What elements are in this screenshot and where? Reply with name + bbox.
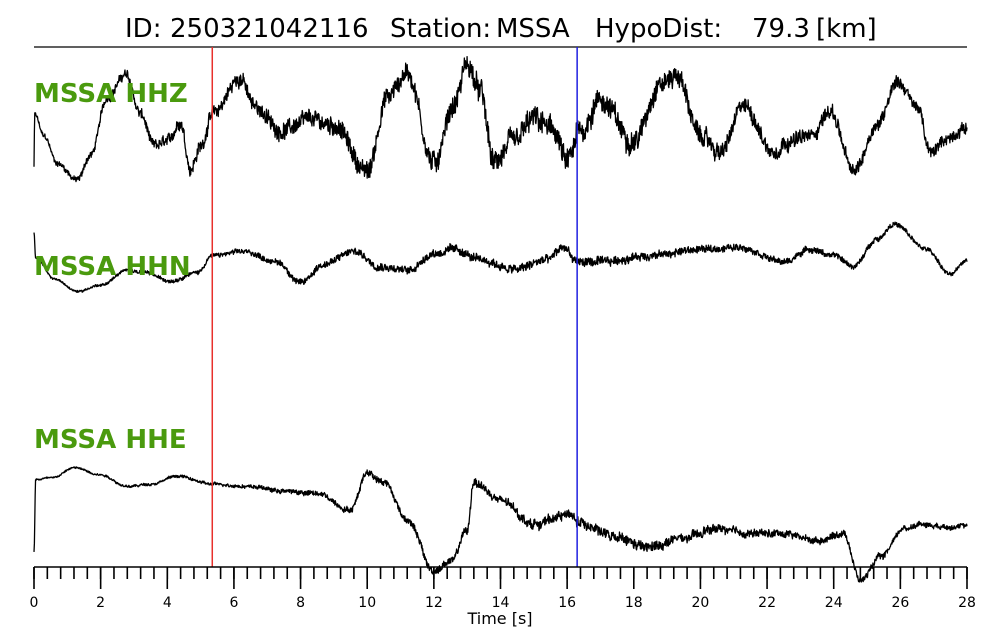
traces [33, 55, 968, 583]
x-tick-label: 28 [958, 595, 976, 611]
id-value: 250321042116 [170, 14, 369, 44]
x-tick-label: 18 [625, 595, 643, 611]
trace-label-hhz: MSSA HHZ [34, 79, 188, 109]
x-tick-label: 4 [163, 595, 172, 611]
x-tick-label: 26 [891, 595, 909, 611]
trace-line-mssa-hhn [33, 221, 968, 294]
x-tick-label: 24 [825, 595, 843, 611]
station-label: Station: [390, 14, 491, 44]
trace-label-hhe: MSSA HHE [34, 425, 187, 455]
x-tick-label: 8 [296, 595, 305, 611]
x-tick-label: 22 [758, 595, 776, 611]
x-tick-label: 0 [30, 595, 39, 611]
x-tick-label: 6 [229, 595, 238, 611]
trace-labels: MSSA HHZ MSSA HHN MSSA HHE [34, 79, 191, 455]
station-value: MSSA [496, 14, 570, 44]
x-tick-label: 10 [358, 595, 376, 611]
hypodist-unit: [km] [816, 14, 877, 44]
x-tick-label: 16 [558, 595, 576, 611]
x-tick-label: 20 [692, 595, 710, 611]
id-label: ID: [125, 14, 161, 44]
hypodist-label: HypoDist: [595, 14, 722, 44]
x-axis-label: Time [s] [466, 609, 532, 628]
figure-title: ID: 250321042116 Station: MSSA HypoDist:… [125, 14, 877, 44]
trace-line-mssa-hhe [33, 466, 968, 583]
time-axis: 0 2 4 6 8 10 12 14 16 18 20 22 24 26 28 [30, 566, 976, 611]
x-tick-label: 12 [425, 595, 443, 611]
x-tick-label: 14 [492, 595, 510, 611]
x-tick-label: 2 [96, 595, 105, 611]
trace-line-mssa-hhz [33, 55, 968, 183]
hypodist-value: 79.3 [752, 14, 810, 44]
pick-markers [211, 47, 578, 567]
trace-label-hhn: MSSA HHN [34, 252, 191, 282]
